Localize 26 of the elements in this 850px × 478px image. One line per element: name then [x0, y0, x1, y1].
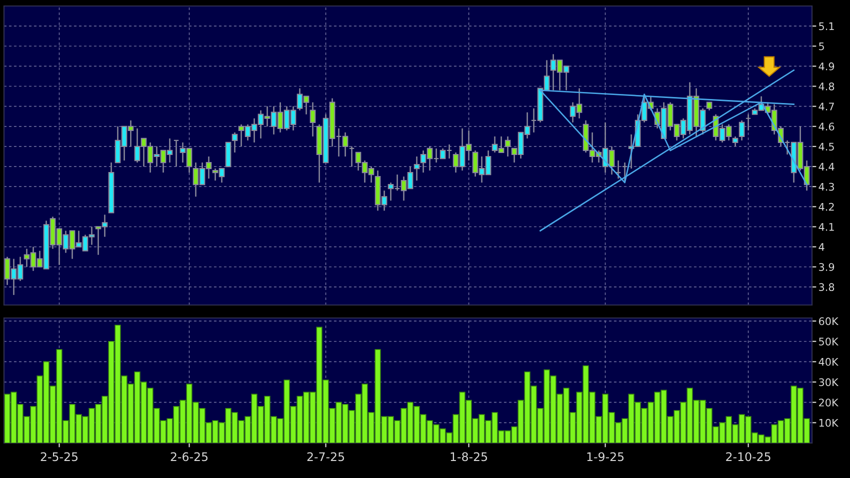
y-tick-label: 4.7 — [818, 102, 834, 110]
y-tick-label: 5.1 — [819, 22, 834, 30]
y-tick-label: 4.5 — [818, 142, 834, 151]
y-tick-label: 10K — [819, 418, 839, 427]
x-tick-label: 2-7-25 — [307, 452, 344, 462]
y-tick-label: 50K — [819, 338, 839, 346]
y-tick-label: 4.9 — [818, 62, 834, 70]
y-tick-label: 3.8 — [819, 283, 834, 292]
x-tick-label: 2-6-25 — [170, 452, 208, 462]
y-tick-label: 40K — [818, 358, 839, 366]
y-tick-label: 5 — [819, 42, 824, 50]
y-tick-label: 4 — [818, 243, 824, 251]
y-tick-label: 60K — [818, 317, 839, 326]
y-tick-label: 4.3 — [818, 182, 834, 191]
y-tick-label: 4.1 — [818, 223, 834, 231]
y-tick-label: 20K — [819, 398, 839, 406]
y-tick-label: 4.4 — [818, 162, 834, 170]
y-tick-label: 30K — [819, 378, 839, 386]
y-tick-label: 3.9 — [819, 263, 834, 271]
y-tick-label: 4.2 — [818, 202, 834, 211]
x-tick-label: 1-8-25 — [450, 452, 488, 462]
y-tick-label: 4.6 — [818, 122, 834, 131]
x-tick-label: 2-5-25 — [40, 452, 78, 462]
x-tick-label: 1-9-25 — [587, 452, 624, 462]
x-tick-label: 2-10-25 — [726, 452, 770, 462]
y-tick-label: 4.8 — [818, 82, 834, 90]
